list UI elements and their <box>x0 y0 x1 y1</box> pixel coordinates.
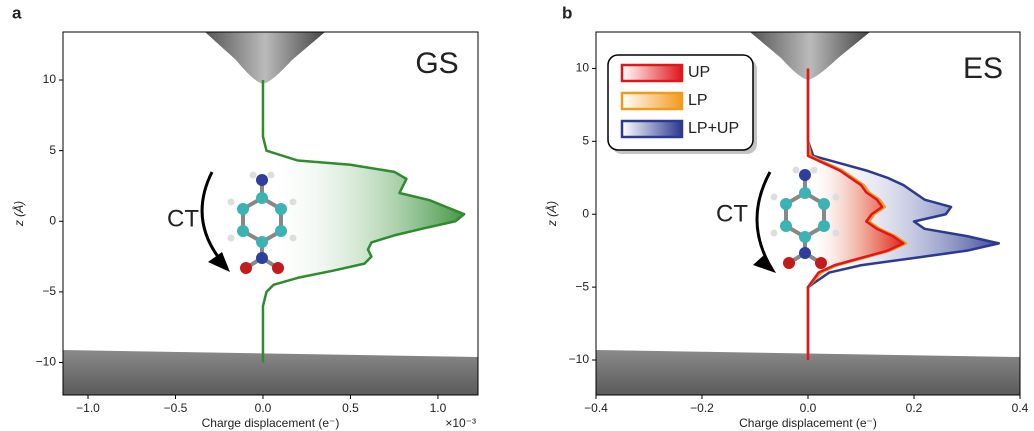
legend-swatch <box>620 63 684 83</box>
state-label: ES <box>963 52 1003 85</box>
x-tick-label: 0.2 <box>906 401 923 415</box>
x-tick-label: 0.0 <box>255 401 272 415</box>
surface <box>63 350 478 395</box>
area-fill <box>262 80 465 363</box>
surface <box>596 350 1020 395</box>
y-tick-label: 10 <box>576 61 590 75</box>
legend-swatch <box>620 91 684 111</box>
molecule <box>770 166 840 269</box>
ct-arrow <box>755 171 772 263</box>
tip <box>205 32 325 84</box>
x-tick-label: −1.0 <box>76 401 100 415</box>
ct-arrow <box>200 171 224 263</box>
ct-arrowhead <box>208 252 230 272</box>
y-tick-label: −5 <box>42 284 56 298</box>
x-tick-label: 0.5 <box>342 401 359 415</box>
legend-label: LP+UP <box>688 120 739 137</box>
ct-arrowhead <box>753 254 776 273</box>
curve <box>261 80 466 363</box>
area-fill <box>808 68 904 361</box>
ct-label: CT <box>716 200 748 227</box>
x-tick-label: −0.4 <box>584 401 608 415</box>
plot-frame <box>62 31 479 396</box>
panel-label: b <box>562 3 572 22</box>
x-tick-label: −0.2 <box>690 401 714 415</box>
y-tick-label: 5 <box>582 134 589 148</box>
area-fill <box>808 68 999 361</box>
y-axis-label: z (Å) <box>544 201 559 227</box>
x-tick-label: 0.0 <box>800 401 817 415</box>
y-tick-label: 10 <box>43 72 57 86</box>
molecule <box>227 171 297 274</box>
legend-label: UP <box>688 64 710 81</box>
x-axis-label: Charge displacement (e⁻) <box>202 416 340 430</box>
y-tick-label: 0 <box>49 213 56 227</box>
data-layer <box>261 68 1001 363</box>
curve <box>806 68 1001 361</box>
x-offset-label: ×10⁻³ <box>445 416 476 430</box>
x-axis-label: Charge displacement (e⁻) <box>739 416 877 430</box>
x-tick-label: −0.5 <box>164 401 188 415</box>
y-tick-label: −10 <box>36 355 57 369</box>
y-tick-label: −5 <box>575 279 589 293</box>
y-tick-label: −10 <box>569 352 590 366</box>
x-tick-label: 1.0 <box>430 401 447 415</box>
curve <box>806 68 905 361</box>
decor-layer <box>200 166 840 274</box>
y-axis-label: z (Å) <box>11 201 26 227</box>
legend-label: LP <box>688 92 708 109</box>
y-tick-label: 5 <box>49 143 56 157</box>
ct-label: CT <box>167 205 199 232</box>
tip <box>750 32 870 80</box>
legend-swatch <box>620 119 684 139</box>
panel-label: a <box>12 3 22 22</box>
x-tick-label: 0.4 <box>1012 401 1029 415</box>
y-tick-label: 0 <box>582 206 589 220</box>
state-label: GS <box>415 47 458 80</box>
